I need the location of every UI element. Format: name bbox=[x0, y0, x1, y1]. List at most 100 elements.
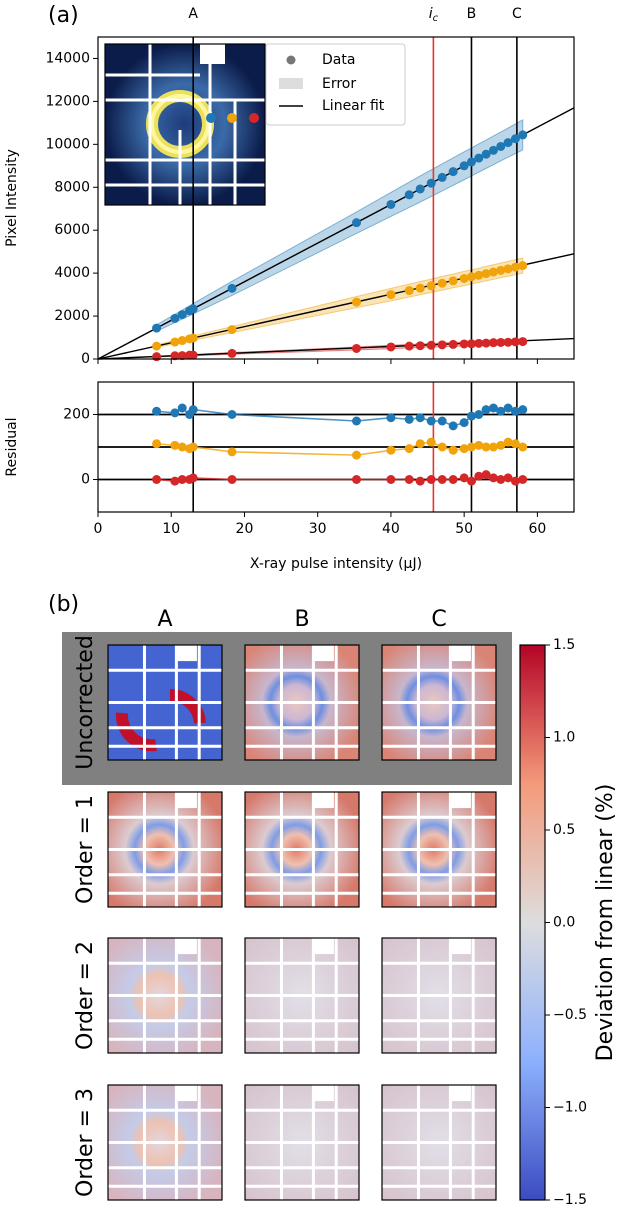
column-label: C bbox=[431, 607, 446, 632]
x-axis-label: X-ray pulse intensity (μJ) bbox=[250, 556, 422, 572]
colorbar-tick-label: −1.0 bbox=[553, 1100, 587, 1116]
data-point bbox=[426, 281, 436, 291]
image-notch bbox=[176, 1085, 197, 1102]
image-frame bbox=[244, 937, 360, 1054]
data-point bbox=[474, 440, 484, 450]
data-point bbox=[466, 157, 476, 167]
data-point bbox=[188, 405, 198, 415]
data-point bbox=[227, 410, 237, 419]
y-tick-label: 0 bbox=[81, 351, 90, 367]
data-point bbox=[488, 145, 498, 155]
image-frame bbox=[381, 791, 497, 908]
data-point bbox=[510, 134, 520, 144]
data-point bbox=[448, 276, 458, 286]
image-frame bbox=[381, 644, 497, 761]
x-tick-label: 40 bbox=[382, 521, 400, 537]
image-notch bbox=[313, 792, 334, 809]
data-point bbox=[518, 261, 528, 271]
data-point bbox=[352, 475, 362, 484]
data-point bbox=[474, 153, 484, 163]
data-point bbox=[352, 343, 362, 353]
data-point bbox=[448, 339, 458, 349]
data-point bbox=[448, 421, 458, 431]
data-point bbox=[518, 475, 528, 484]
data-point bbox=[459, 418, 469, 428]
data-point bbox=[503, 473, 513, 483]
data-point bbox=[227, 283, 237, 293]
data-point bbox=[404, 190, 414, 200]
data-point bbox=[510, 476, 520, 486]
x-tick-label: 10 bbox=[162, 521, 180, 537]
data-point bbox=[466, 442, 476, 452]
detector-image bbox=[107, 1084, 223, 1201]
data-point bbox=[352, 416, 362, 426]
data-point bbox=[352, 450, 362, 460]
data-point bbox=[488, 338, 498, 348]
detector-image bbox=[381, 644, 497, 761]
data-point bbox=[152, 323, 162, 333]
colorbar-tick-label: 0.0 bbox=[553, 915, 575, 931]
legend-label: Data bbox=[322, 52, 355, 68]
plot-frame bbox=[97, 36, 575, 360]
data-point bbox=[426, 178, 436, 188]
y-axis-label: Residual bbox=[4, 417, 20, 476]
column-label: A bbox=[157, 607, 172, 632]
colorbar-label: Deviation from linear (%) bbox=[593, 784, 618, 1062]
data-point bbox=[437, 340, 447, 350]
data-point bbox=[437, 475, 447, 484]
data-point bbox=[415, 283, 425, 293]
legend-label: Error bbox=[322, 76, 356, 92]
data-point bbox=[459, 444, 469, 454]
marker-label: ic bbox=[429, 6, 439, 24]
data-point bbox=[177, 403, 187, 413]
colorbar-tick-label: 0.5 bbox=[553, 822, 575, 838]
data-point bbox=[170, 337, 180, 347]
legend-symbol bbox=[279, 78, 303, 89]
data-point bbox=[170, 351, 180, 361]
image-frame bbox=[381, 937, 497, 1054]
y-tick-label: 12000 bbox=[45, 93, 90, 109]
image-frame bbox=[107, 644, 223, 761]
data-point bbox=[488, 473, 498, 483]
image-frame bbox=[244, 644, 360, 761]
data-point bbox=[474, 270, 484, 280]
data-point bbox=[426, 475, 436, 484]
data-point bbox=[481, 269, 491, 279]
error-band bbox=[156, 257, 524, 349]
data-point bbox=[188, 333, 198, 343]
row-label: Order = 3 bbox=[73, 1088, 98, 1197]
y-tick-label: 6000 bbox=[54, 222, 90, 238]
data-point bbox=[152, 406, 162, 416]
image-notch bbox=[450, 792, 471, 809]
data-point bbox=[386, 342, 396, 352]
data-point bbox=[404, 475, 414, 484]
data-point bbox=[481, 442, 491, 452]
data-point bbox=[386, 475, 396, 484]
data-point bbox=[496, 406, 506, 416]
data-point bbox=[352, 218, 362, 228]
image-notch bbox=[450, 938, 471, 955]
image-frame bbox=[107, 937, 223, 1054]
image-notch bbox=[176, 938, 197, 955]
detector-image bbox=[244, 937, 360, 1054]
data-point bbox=[152, 341, 162, 351]
data-point bbox=[466, 411, 476, 421]
colorbar bbox=[519, 644, 546, 1201]
data-point bbox=[188, 442, 198, 452]
data-point bbox=[496, 440, 506, 450]
data-point bbox=[415, 413, 425, 423]
data-point bbox=[426, 340, 436, 350]
data-point bbox=[437, 442, 447, 452]
image-frame bbox=[107, 791, 223, 908]
data-point bbox=[474, 471, 484, 481]
data-point bbox=[510, 406, 520, 416]
detector-image bbox=[244, 1084, 360, 1201]
error-band bbox=[156, 119, 524, 333]
data-point bbox=[404, 414, 414, 424]
data-point bbox=[227, 447, 237, 457]
data-point bbox=[152, 352, 162, 362]
data-point bbox=[227, 475, 237, 484]
data-point bbox=[152, 475, 162, 484]
image-notch bbox=[313, 645, 334, 662]
row-label: Uncorrected bbox=[73, 635, 98, 770]
